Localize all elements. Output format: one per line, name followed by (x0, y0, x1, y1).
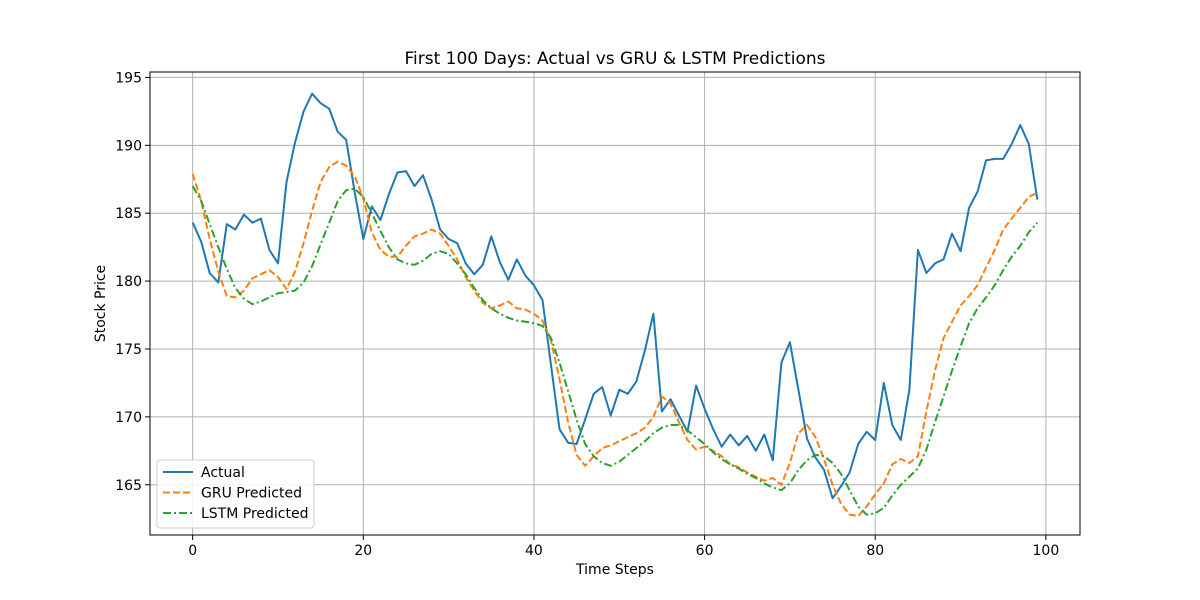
x-tick-label: 40 (525, 543, 543, 559)
y-tick-label: 185 (115, 206, 142, 222)
y-tick-label: 195 (115, 70, 142, 86)
series-gru-line (191, 160, 1038, 517)
x-tick-label: 100 (1033, 543, 1060, 559)
y-axis-label: Stock Price (93, 265, 109, 342)
x-axis-ticks: 0 20 40 60 80 100 (188, 535, 1059, 559)
y-tick-label: 180 (115, 274, 142, 290)
legend-label: Actual (201, 465, 245, 481)
series-lstm-line (191, 185, 1039, 516)
chart-title: First 100 Days: Actual vs GRU & LSTM Pre… (404, 49, 825, 69)
y-tick-label: 175 (115, 342, 142, 358)
series-actual-line (191, 92, 1039, 500)
grid (150, 72, 1080, 535)
y-tick-label: 190 (115, 138, 142, 154)
x-axis-label: Time Steps (575, 562, 654, 578)
legend: Actual GRU Predicted LSTM Predicted (156, 459, 315, 529)
series-lines (191, 92, 1039, 517)
x-tick-label: 60 (696, 543, 714, 559)
x-tick-label: 80 (866, 543, 884, 559)
x-tick-label: 0 (188, 543, 197, 559)
legend-label: GRU Predicted (201, 486, 302, 502)
plot-frame (149, 71, 1081, 536)
x-tick-label: 20 (354, 543, 372, 559)
y-tick-label: 165 (115, 478, 142, 494)
y-axis-ticks: 165 170 175 180 185 190 195 (115, 70, 150, 494)
legend-box (156, 459, 315, 529)
legend-label: LSTM Predicted (201, 506, 309, 522)
y-tick-label: 170 (115, 410, 142, 426)
